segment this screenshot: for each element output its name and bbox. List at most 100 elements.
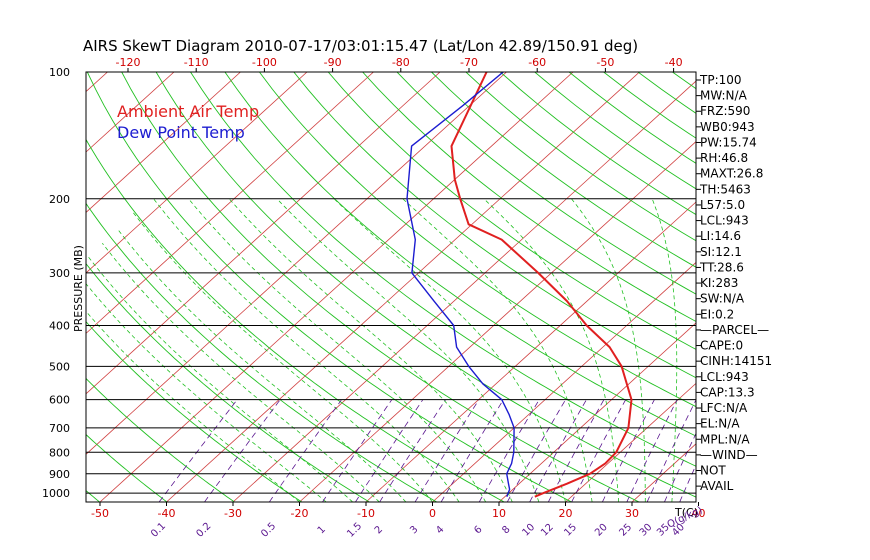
stat-item: TT:28.6 xyxy=(699,260,744,274)
dry-adiabat-line xyxy=(465,72,696,242)
mixing-ratio-line xyxy=(322,399,393,502)
chart-title: AIRS SkewT Diagram 2010-07-17/03:01:15.4… xyxy=(83,37,638,55)
isotherm-line xyxy=(498,322,696,502)
dew-point-temp-line xyxy=(406,72,515,497)
mixing-ratio-line xyxy=(646,399,696,502)
bottom-temp-label: 20 xyxy=(559,507,573,520)
dry-adiabat-line xyxy=(190,72,696,467)
moist-adiabat-line xyxy=(228,198,513,502)
temp-unit-label: T(C) xyxy=(674,506,698,519)
isotherm-line xyxy=(0,72,41,502)
bottom-temp-label: -20 xyxy=(291,507,309,520)
legend-dew-point-temp: Dew Point Temp xyxy=(117,123,245,142)
mixing-ratio-line xyxy=(440,399,504,502)
background-lines xyxy=(0,72,870,502)
stat-item: KI:283 xyxy=(700,276,738,290)
pressure-tick-label: 1000 xyxy=(42,487,70,500)
bottom-temp-label: 0 xyxy=(429,507,436,520)
dry-adiabat-line xyxy=(224,72,696,437)
stat-item: SW:N/A xyxy=(700,292,745,306)
isotherm-line xyxy=(365,201,696,502)
mixing-ratio-line xyxy=(478,399,540,502)
moist-adiabat-line xyxy=(188,198,487,502)
isotherm-line xyxy=(432,261,696,502)
mixing-ratio-line xyxy=(268,399,342,502)
mixing-ratio-label: 8 xyxy=(500,524,512,536)
bottom-temp-label: -10 xyxy=(357,507,375,520)
dry-adiabat-line xyxy=(741,72,870,502)
stat-item: LCL:943 xyxy=(700,370,749,384)
mixing-ratio-label: 2 xyxy=(373,524,385,536)
moist-adiabat-line xyxy=(116,227,407,502)
stat-item: MW:N/A xyxy=(700,89,748,103)
pressure-tick-label: 100 xyxy=(49,66,70,79)
mixing-ratio-label: 15 xyxy=(562,522,579,539)
isotherm-line xyxy=(565,382,696,502)
dry-adiabat-line xyxy=(86,433,168,502)
moist-adiabat-line xyxy=(333,198,566,502)
top-temp-label: -50 xyxy=(596,56,614,69)
dry-adiabat-line xyxy=(86,262,370,502)
plot-frame xyxy=(85,71,697,503)
isotherm-line xyxy=(832,72,870,502)
mixing-ratio-label: 6 xyxy=(472,524,484,536)
mixing-ratio-line xyxy=(601,399,655,502)
mixing-ratio-line xyxy=(664,432,696,502)
dry-adiabat-line xyxy=(86,321,303,502)
bottom-temp-label: -50 xyxy=(91,507,109,520)
legend-ambient-air-temp: Ambient Air Temp xyxy=(117,102,259,121)
mixing-ratio-label: 1 xyxy=(316,524,328,536)
dry-adiabat-line xyxy=(396,72,696,295)
mixing-ratio-line xyxy=(529,399,587,502)
bottom-temp-label: -30 xyxy=(224,507,242,520)
pressure-tick-label: 700 xyxy=(49,422,70,435)
top-temp-label: -120 xyxy=(116,56,141,69)
moist-adiabat-line xyxy=(651,198,678,502)
stat-item: PW:15.74 xyxy=(700,135,757,149)
top-temp-label: -80 xyxy=(392,56,410,69)
stat-item: RH:46.8 xyxy=(700,151,748,165)
stat-item: AVAIL xyxy=(700,479,734,493)
mixing-ratio-line xyxy=(204,399,281,502)
moist-adiabat-line xyxy=(101,242,380,502)
dry-adiabat-line xyxy=(86,72,572,502)
stat-item: —PARCEL— xyxy=(700,323,769,337)
mixing-ratio-line xyxy=(626,399,678,502)
pressure-tick-label: 900 xyxy=(49,468,70,481)
isotherm-line xyxy=(299,141,696,502)
dry-adiabat-line xyxy=(121,72,640,502)
dry-adiabat-line xyxy=(155,72,696,498)
mixing-ratio-line xyxy=(506,399,566,502)
pressure-gridlines xyxy=(86,198,696,494)
mixing-ratio-label: 0.2 xyxy=(194,521,213,540)
mixing-ratio-line xyxy=(158,399,238,502)
mixing-ratio-label: 4 xyxy=(434,524,446,536)
pressure-tick-label: 400 xyxy=(49,320,70,333)
dry-adiabat-line xyxy=(259,72,696,408)
mixing-ratio-line xyxy=(355,399,424,502)
mixing-ratio-label: 25 xyxy=(617,522,634,539)
stat-item: SI:12.1 xyxy=(700,245,742,259)
stat-item: LCL:943 xyxy=(700,214,749,228)
mixing-ratio-line xyxy=(679,464,696,502)
dry-adiabat-line xyxy=(327,72,696,350)
y-axis-label: PRESSURE (MB) xyxy=(72,245,85,332)
top-temp-label: -110 xyxy=(184,56,209,69)
mixing-ratio-label: 3 xyxy=(408,524,420,536)
bottom-temp-label: -40 xyxy=(158,507,176,520)
dry-adiabat-line xyxy=(500,72,696,216)
dry-adiabat-line xyxy=(431,72,696,268)
dry-adiabat-line xyxy=(86,377,235,502)
stat-item: LFC:N/A xyxy=(700,401,748,415)
pressure-tick-label: 800 xyxy=(49,446,70,459)
stat-item: CAP:13.3 xyxy=(700,385,755,399)
pressure-tick-label: 600 xyxy=(49,394,70,407)
stat-item: CAPE:0 xyxy=(700,339,743,353)
top-temp-label: -40 xyxy=(665,56,683,69)
mixing-ratio-label: 0.5 xyxy=(259,521,278,540)
dry-adiabat-line xyxy=(362,72,696,322)
stat-item: NOT xyxy=(700,464,726,478)
isotherm-line xyxy=(86,72,308,274)
isotherm-line xyxy=(86,72,108,93)
